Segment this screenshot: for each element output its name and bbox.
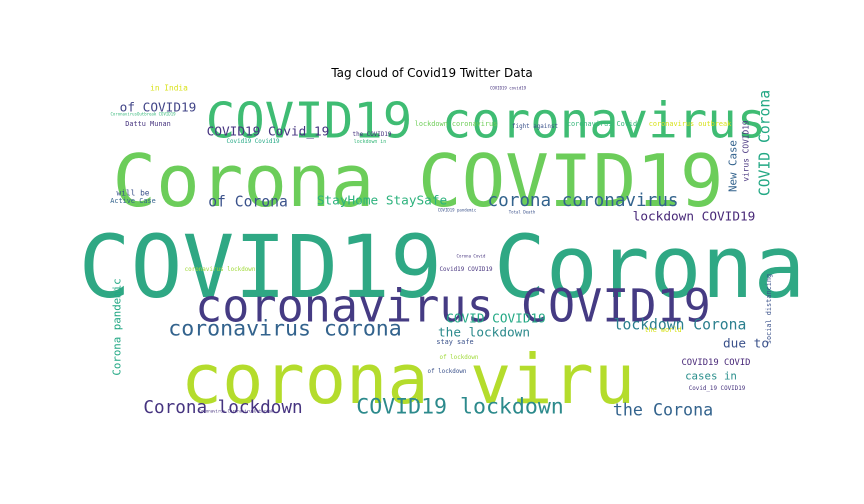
word-8: Corona lockdown (143, 398, 302, 418)
word-15: COVID19 Covid_19 (207, 125, 330, 140)
word-0: COVID19 Corona (79, 218, 806, 318)
word-35: Dattu Munan (125, 120, 170, 128)
word-24: virus COVID19 (742, 120, 751, 182)
chart-title: Tag cloud of Covid19 Twitter Data (331, 66, 533, 80)
word-38: lockdown in (354, 139, 386, 145)
word-10: lockdown Corona (614, 317, 747, 334)
word-44: COVID19 pandemic (438, 208, 477, 213)
word-43: Covid_19 COVID19 (689, 386, 746, 392)
word-47: CoronavirusOutbreak COVID19 (110, 112, 176, 117)
word-9: the Corona (613, 401, 713, 420)
word-2: corona viru (181, 340, 635, 420)
word-11: COVID Corona (757, 90, 774, 196)
word-26: lockdown coronavirus (415, 120, 498, 128)
word-39: fight against (512, 124, 558, 130)
word-14: StayHome StaySafe (317, 194, 447, 209)
word-6: COVID19 lockdown (356, 395, 564, 420)
word-27: coronavirus Covid (567, 120, 637, 128)
word-23: COVID19 COVID (682, 358, 751, 368)
word-49: Corona Covid (457, 254, 486, 259)
word-28: coronavirus outbreak (649, 120, 732, 128)
word-25: social distancing (765, 274, 773, 344)
word-33: of lockdown (440, 355, 479, 361)
word-1: Corona COVID19 (112, 140, 723, 224)
word-29: will be (117, 189, 150, 198)
word-16: of COVID19 (120, 101, 197, 116)
word-5: coronavirus corona (168, 317, 402, 342)
word-40: the world (644, 326, 681, 334)
word-3: COVID19 coronavirus (206, 93, 767, 150)
word-12: of Corona (208, 194, 288, 211)
word-20: cases in (685, 370, 737, 383)
word-31: stay safe (436, 338, 473, 346)
word-41: coronavirus lockdown (185, 267, 256, 273)
word-17: COVID COVID19 (446, 312, 546, 327)
word-4: coronavirus COVID19 (195, 280, 711, 333)
word-22: Corona pandemic (111, 278, 124, 375)
word-46: Coronavirus CoronavirusOutbreak (199, 409, 274, 414)
word-21: New Case (727, 140, 740, 192)
word-7: corona coronavirus (487, 191, 678, 211)
word-18: the lockdown (438, 326, 530, 341)
word-30: Active Case (110, 197, 155, 205)
word-42: Covid19 COVID19 (439, 267, 493, 273)
word-13: lockdown COVID19 (633, 210, 756, 225)
word-32: of lockdown (428, 369, 467, 375)
word-34: in India (150, 84, 188, 93)
word-45: Total Death (509, 210, 536, 215)
word-37: Covid19 Covid19 (226, 139, 280, 145)
word-48: COVID19 covid19 (490, 86, 527, 91)
word-19: due to (723, 337, 769, 352)
word-36: the COVID19 (353, 132, 392, 138)
